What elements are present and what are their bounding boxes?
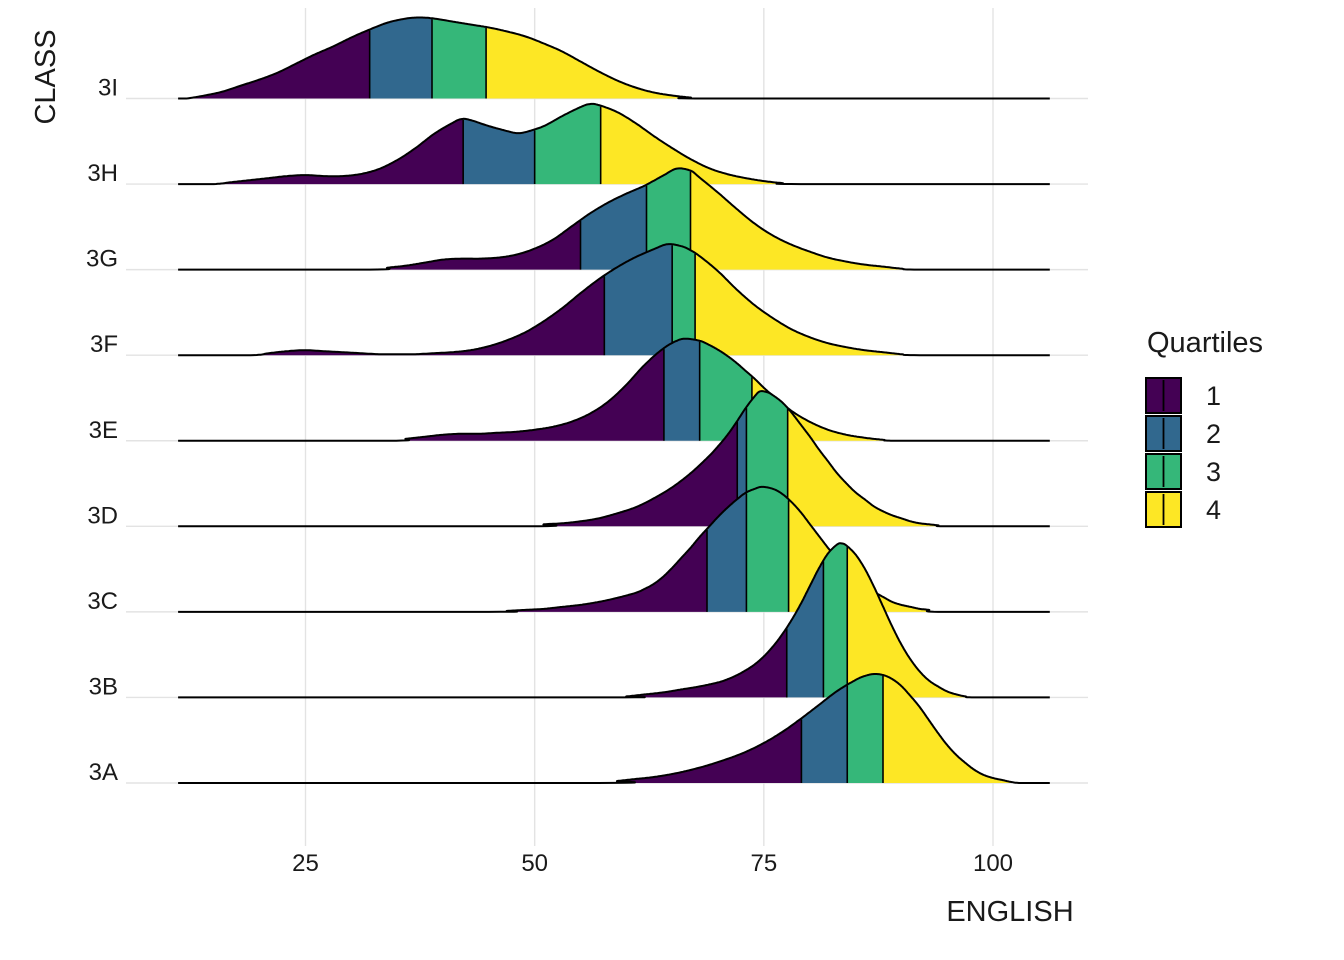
- y-tick-label-3E: 3E: [89, 417, 118, 444]
- ridge-3G-quartile-1: [178, 219, 581, 270]
- x-tick-label-50: 50: [521, 850, 548, 877]
- ridge-3G-quartile-3: [646, 168, 691, 270]
- ridge-3A-quartile-3: [847, 674, 884, 783]
- ridge-3C-quartile-1: [178, 528, 708, 612]
- y-tick-label-3B: 3B: [89, 673, 118, 700]
- ridge-3H: [178, 102, 1050, 186]
- y-tick-label-3H: 3H: [87, 160, 118, 187]
- y-tick-label-3A: 3A: [89, 759, 118, 786]
- ridge-3C-quartile-2: [707, 492, 747, 612]
- ridge-layer: [177, 16, 1050, 784]
- ridge-3F-quartile-1: [178, 275, 605, 356]
- ridge-3C-quartile-3: [746, 486, 789, 612]
- ridge-3C-outline: [178, 485, 1050, 613]
- ridge-3D-quartile-4: [787, 408, 1050, 527]
- ridge-3E-outline: [178, 337, 1050, 442]
- y-tick-label-3G: 3G: [86, 246, 118, 273]
- ridge-3B-quartile-4: [847, 546, 1050, 698]
- ridge-3D-outline: [178, 390, 1050, 528]
- ridge-3A: [178, 673, 1050, 784]
- ridge-3G-quartile-4: [690, 170, 1050, 270]
- x-tick-label-25: 25: [292, 850, 319, 877]
- legend: Quartiles 1 2 3 4: [1145, 327, 1263, 528]
- legend-entry-3: 3: [1145, 453, 1221, 490]
- ridge-3B-quartile-3: [823, 543, 848, 698]
- legend-entry-2: 2: [1145, 415, 1221, 452]
- ridge-3H-quartile-4: [600, 105, 1050, 185]
- ridge-3C: [178, 485, 1050, 613]
- ridge-3F-outline: [178, 243, 1050, 357]
- legend-title: Quartiles: [1147, 327, 1263, 359]
- legend-label-4: 4: [1206, 495, 1221, 525]
- ridge-3B-quartile-2: [786, 560, 824, 698]
- x-tick-label-100: 100: [973, 850, 1013, 877]
- ridge-3H-quartile-2: [463, 118, 535, 185]
- ridge-3B-quartile-1: [178, 627, 787, 698]
- ridge-3F-quartile-4: [695, 252, 1050, 356]
- legend-label-3: 3: [1206, 457, 1221, 487]
- y-axis-title: CLASS: [30, 29, 62, 124]
- ridge-3G: [178, 167, 1050, 271]
- ridge-3G-outline: [178, 167, 1050, 271]
- ridge-3G-quartile-2: [580, 184, 647, 270]
- x-axis-title: ENGLISH: [946, 896, 1073, 928]
- ridge-3A-quartile-4: [883, 675, 1050, 783]
- ridge-3A-outline: [178, 673, 1050, 784]
- ridge-3H-quartile-3: [534, 103, 601, 185]
- ridge-3D-quartile-1: [178, 420, 738, 527]
- x-tick-label-75: 75: [750, 850, 777, 877]
- legend-label-1: 1: [1206, 381, 1221, 411]
- ridge-3I-quartile-4: [486, 26, 1050, 99]
- ridge-3I-quartile-2: [369, 17, 433, 99]
- ridge-3H-outline: [178, 102, 1050, 186]
- ridge-3H-quartile-1: [178, 118, 464, 185]
- ridge-3A-quartile-1: [178, 718, 802, 783]
- ridge-3C-quartile-4: [788, 499, 1050, 612]
- legend-entry-4: 4: [1145, 491, 1221, 528]
- y-tick-label-3I: 3I: [98, 75, 118, 102]
- ridge-3E-quartile-1: [178, 348, 664, 441]
- y-tick-label-3D: 3D: [87, 502, 118, 529]
- legend-entry-1: 1: [1145, 377, 1221, 414]
- ridge-3E-quartile-2: [663, 338, 700, 441]
- ridge-3F-quartile-3: [672, 244, 696, 356]
- ridge-3I: [177, 16, 1050, 100]
- ridge-3I-outline: [177, 16, 1050, 100]
- ridge-3B: [178, 542, 1050, 699]
- legend-label-2: 2: [1206, 419, 1221, 449]
- y-tick-label-3C: 3C: [87, 588, 118, 615]
- y-tick-label-3F: 3F: [90, 331, 118, 358]
- ridge-3I-quartile-1: [178, 29, 370, 99]
- ridge-3B-outline: [178, 542, 1050, 699]
- axis-layer: CLASS ENGLISH 25 50 75 100 3I 3H 3G 3F 3E 3D 3C 3B 3…: [30, 29, 1074, 928]
- ridge-3I-quartile-3: [432, 18, 487, 99]
- ridge-3F-quartile-2: [604, 244, 673, 356]
- ridge-3A-quartile-2: [801, 684, 848, 783]
- ridge-3F: [178, 243, 1050, 357]
